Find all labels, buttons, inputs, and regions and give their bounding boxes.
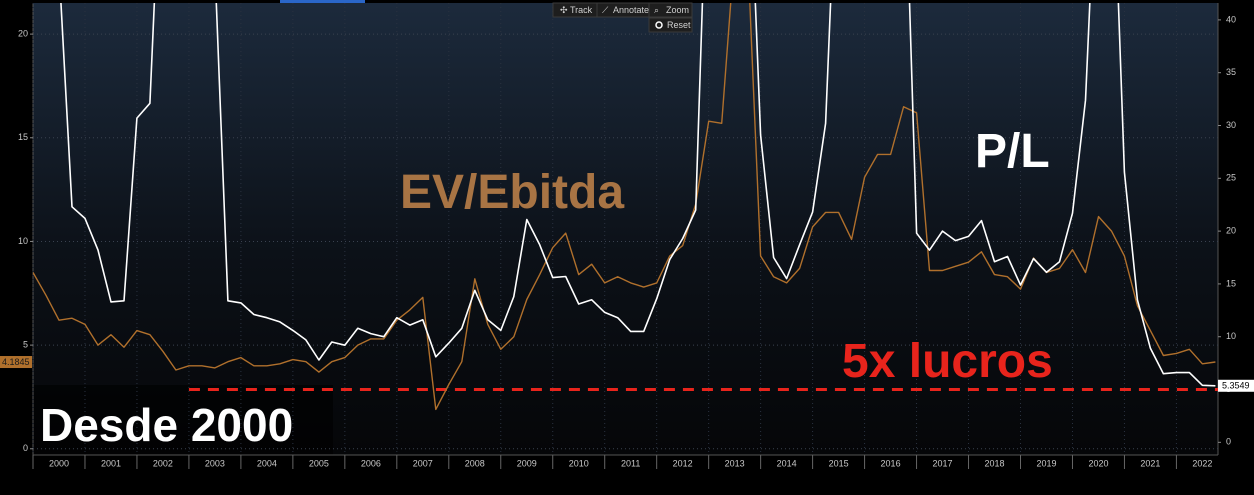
annotate-label[interactable]: Annotate (613, 5, 649, 15)
reset-label[interactable]: Reset (667, 20, 691, 30)
reset-icon (655, 21, 663, 29)
last-value-box (0, 356, 32, 369)
x-tick-label: 2009 (517, 458, 537, 468)
x-tick-label: 2018 (984, 458, 1004, 468)
y-tick-label: 0 (23, 443, 28, 453)
x-tick-label: 2008 (465, 458, 485, 468)
x-tick-label: 2010 (569, 458, 589, 468)
y2-tick-label: 30 (1226, 120, 1236, 130)
grid (30, 3, 1221, 469)
last-value-label: 4.1845 (2, 357, 30, 367)
x-tick-label: 2011 (621, 458, 640, 468)
series-annotation: P/L (975, 125, 1050, 178)
x-tick-label: 2006 (361, 458, 381, 468)
x-tick-label: 2022 (1192, 458, 1212, 468)
y2-tick-label: 40 (1226, 14, 1236, 24)
y-tick-label: 20 (18, 28, 28, 38)
last-value-label: 5.3549 (1222, 381, 1250, 391)
x-tick-label: 2000 (49, 458, 69, 468)
label-layer: 0 5 10 15 2005 10 15 20 25 30 35 40 2000 2001 2002 2003… (0, 14, 1254, 468)
y2-tick-label: 20 (1226, 225, 1236, 235)
y-tick-label: 10 (18, 236, 28, 246)
x-tick-label: 2021 (1140, 458, 1160, 468)
x-tick-label: 2017 (933, 458, 953, 468)
x-tick-label: 2001 (101, 458, 121, 468)
y2-tick-label: 10 (1226, 331, 1236, 341)
series-line (33, 3, 1216, 411)
x-tick-label: 2004 (257, 458, 277, 468)
annotate-icon: ⟋ (602, 5, 609, 15)
series-annotation: EV/Ebitda (400, 166, 624, 219)
x-tick-label: 2003 (205, 458, 225, 468)
zoom-icon: ⌕ (654, 5, 659, 15)
series-layer (33, 3, 1218, 411)
x-tick-label: 2002 (153, 458, 173, 468)
track-label[interactable]: Track (570, 5, 593, 15)
x-tick-label: 2005 (309, 458, 329, 468)
annotation: Desde 2000 (40, 399, 293, 451)
series-line (60, 3, 1216, 387)
annotation-backdrop (33, 385, 333, 455)
y-tick-label: 5 (23, 339, 28, 349)
x-tick-label: 2007 (413, 458, 433, 468)
x-tick-label: 2015 (829, 458, 849, 468)
toolbar: ✣ Track ⟋ Annotate ⌕ Zoom Reset (552, 2, 693, 33)
zoom-label[interactable]: Zoom (666, 5, 689, 15)
x-tick-label: 2019 (1036, 458, 1056, 468)
y2-tick-label: 35 (1226, 67, 1236, 77)
y2-tick-label: 15 (1226, 278, 1236, 288)
x-tick-label: 2014 (777, 458, 797, 468)
track-icon: ✣ (560, 5, 568, 15)
x-tick-label: 2013 (725, 458, 745, 468)
tab-indicator (280, 0, 365, 3)
x-tick-label: 2016 (881, 458, 901, 468)
reference-label: 5x lucros (842, 335, 1053, 388)
y-tick-label: 15 (18, 132, 28, 142)
x-tick-label: 2020 (1088, 458, 1108, 468)
y2-tick-label: 0 (1226, 437, 1231, 447)
last-value-box (1218, 379, 1254, 392)
zoom-button[interactable] (648, 2, 693, 18)
y2-tick-label: 25 (1226, 173, 1236, 183)
x-tick-label: 2012 (673, 458, 693, 468)
